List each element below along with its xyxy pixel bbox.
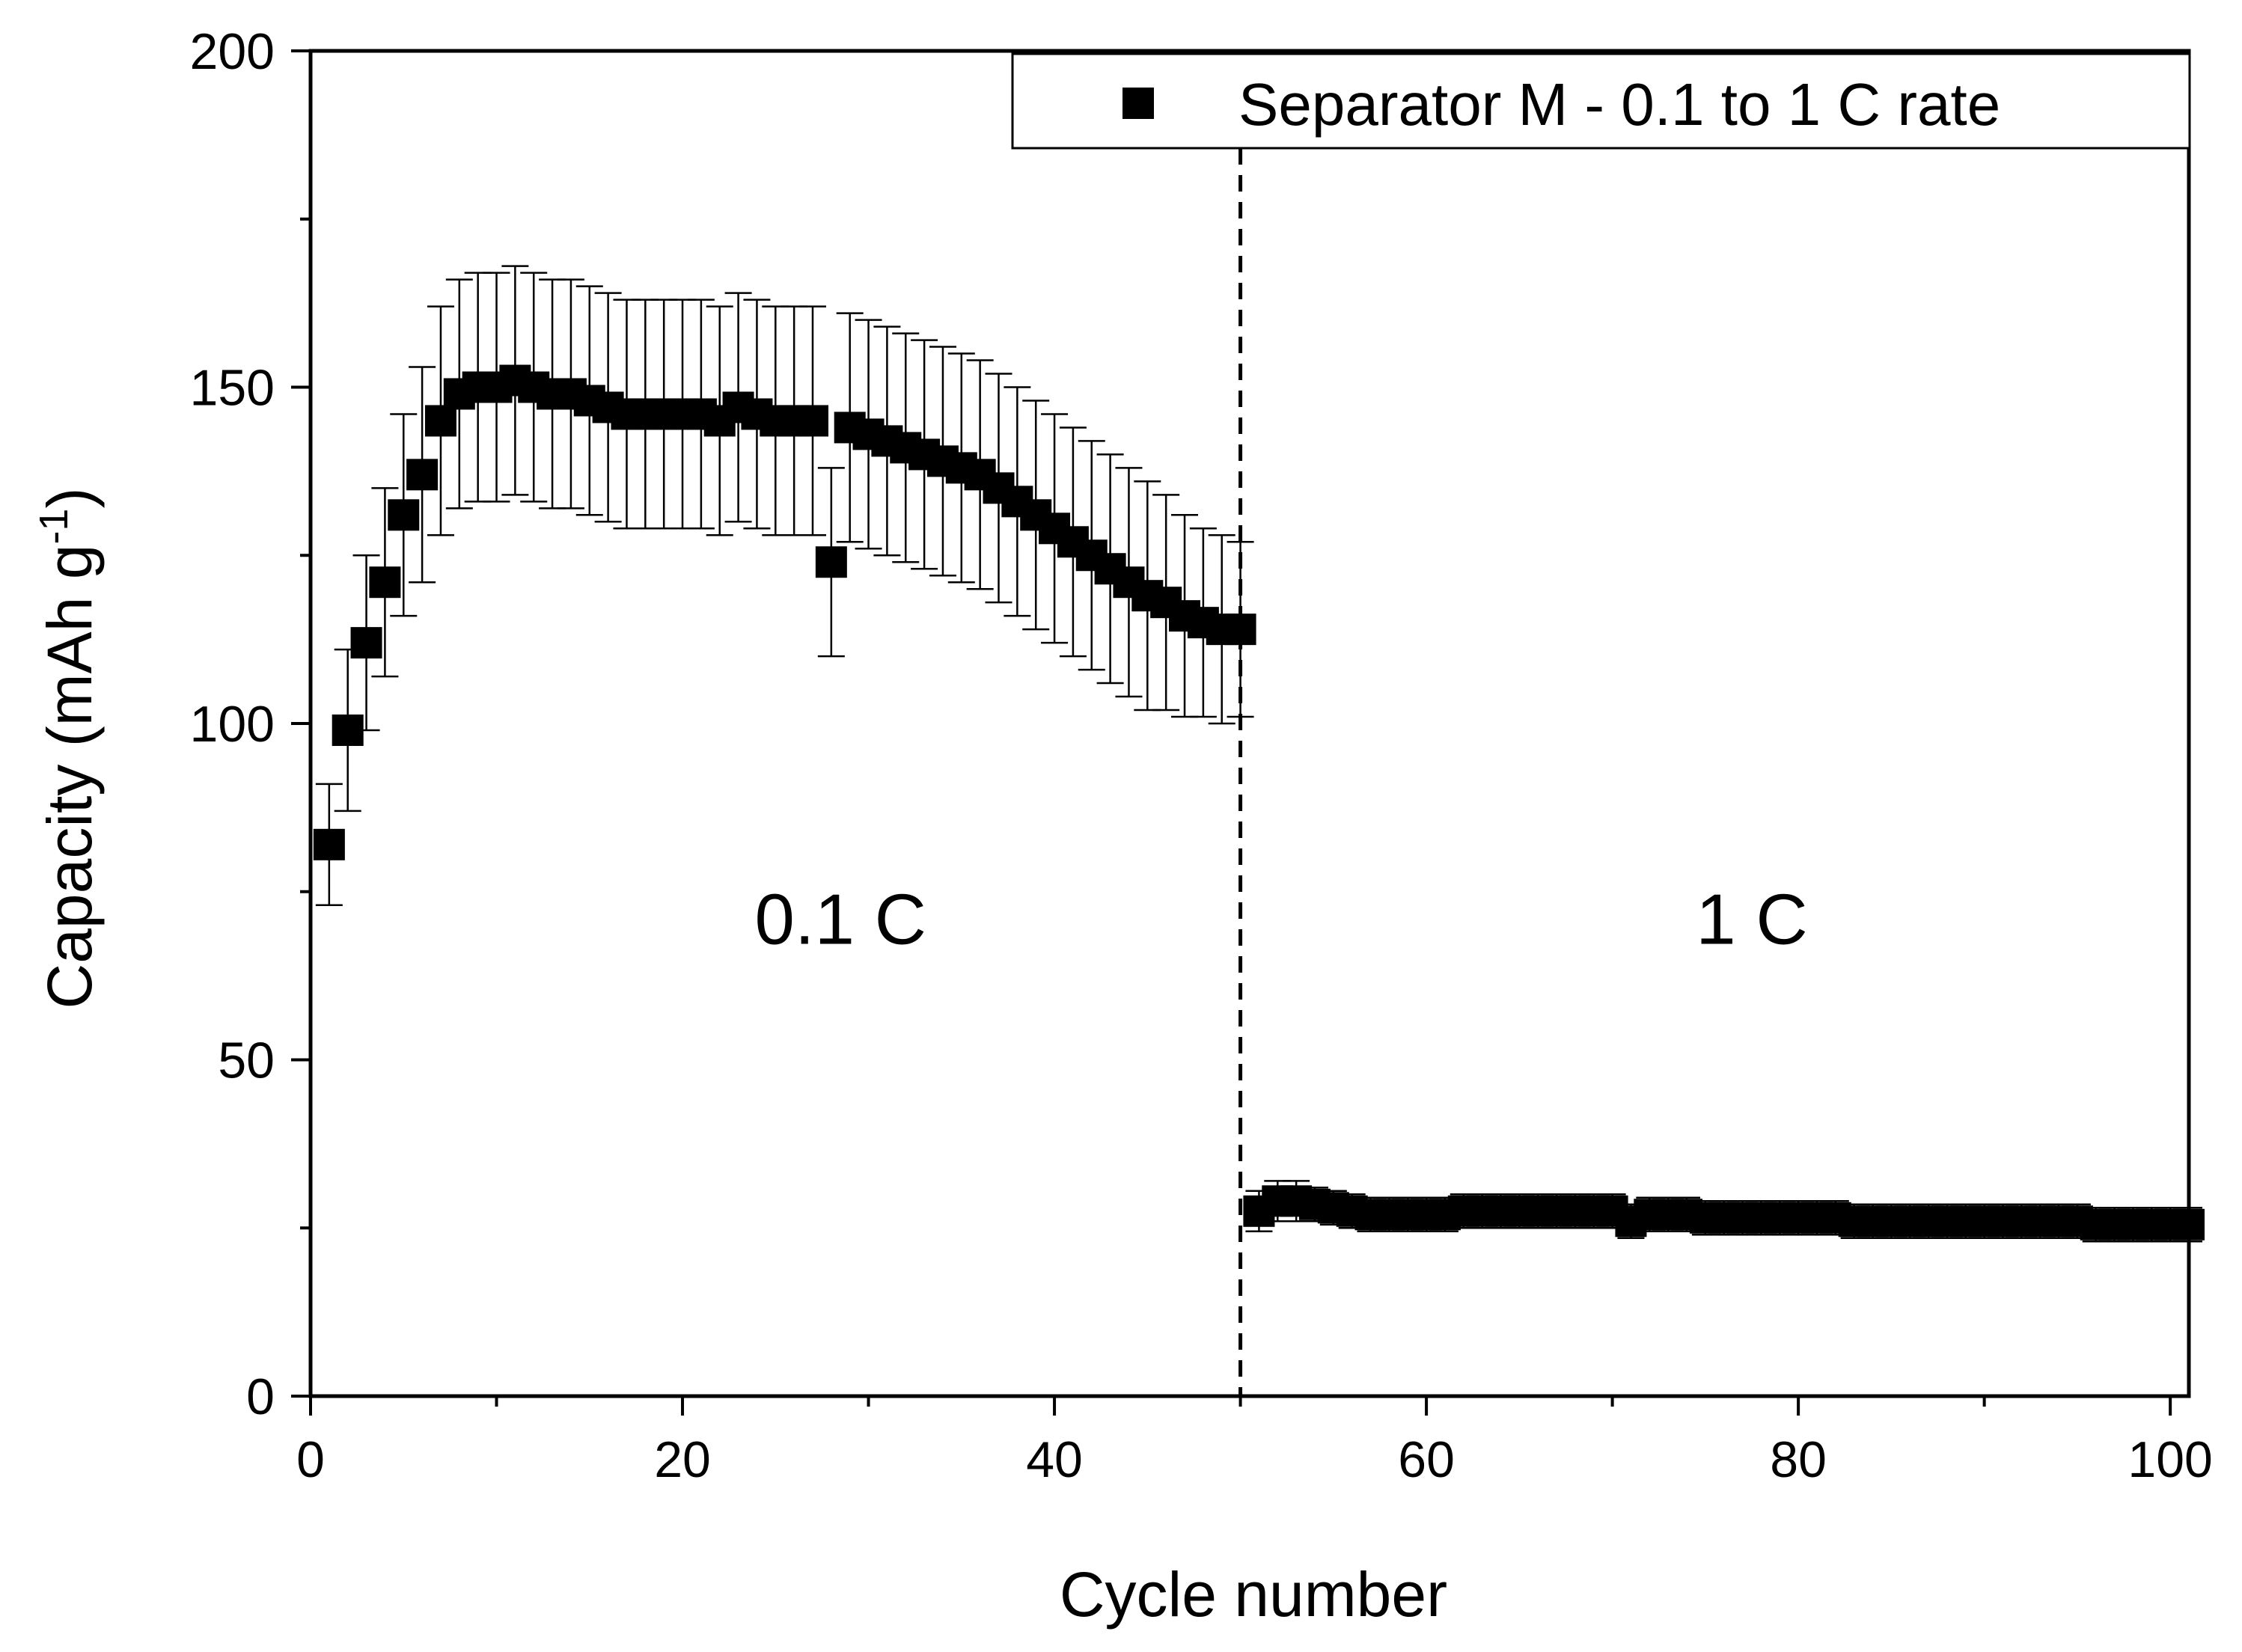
legend: Separator M - 0.1 to 1 C rate [1011,52,2191,150]
y-tick-label: 100 [190,696,275,753]
data-point [424,405,456,437]
x-tick-label: 40 [1026,1431,1083,1488]
axis-tick-labels: 0 20 40 60 80 100 0 50 100 150 200 [190,23,2213,1488]
data-point [313,828,345,860]
y-tick-label: 200 [190,23,275,80]
annotation-1c: 1 C [1696,880,1807,960]
data-point [332,714,364,746]
y-axis-label-superscript: -1 [31,509,76,545]
x-axis-label: Cycle number [1060,1559,1447,1630]
y-tick-label: 50 [218,1032,275,1089]
data-point [796,405,828,437]
x-tick-label: 60 [1398,1431,1455,1488]
x-tick-label: 20 [654,1431,711,1488]
y-axis-label-close: ) [34,488,105,509]
legend-box [1011,52,2191,150]
y-tick-label: 0 [246,1368,275,1425]
x-tick-label: 80 [1770,1431,1827,1488]
data-point [815,546,847,578]
data-point [388,499,420,531]
y-axis-label: Capacity (mAh g-1) [31,488,105,1009]
legend-marker-square [1122,88,1154,119]
x-tick-label: 0 [296,1431,325,1488]
data-point [406,459,439,491]
data-markers [313,364,2205,1240]
plot-area-frame [308,49,2191,1398]
data-point [369,566,401,599]
x-tick-label: 100 [2128,1431,2212,1488]
data-point [350,627,382,659]
y-tick-label: 150 [190,360,275,417]
legend-label: Separator M - 0.1 to 1 C rate [1238,71,2000,138]
annotation-0-1c: 0.1 C [755,880,926,960]
y-axis-label-main: Capacity (mAh g [34,545,105,1009]
axis-ticks [291,49,2172,1416]
